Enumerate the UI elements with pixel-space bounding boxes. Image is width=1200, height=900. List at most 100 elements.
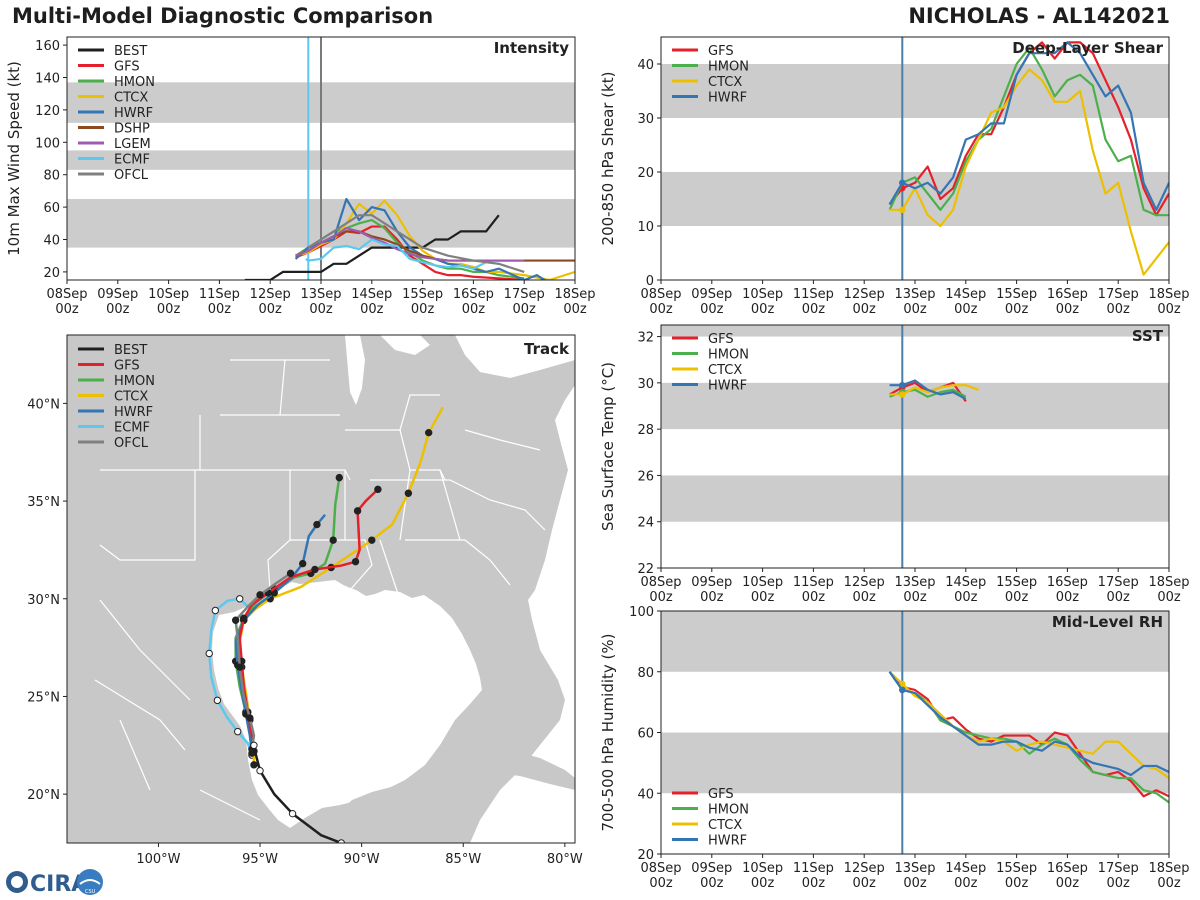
rh-band [661, 611, 1169, 672]
track-ytick-label: 30°N [27, 593, 60, 608]
rh-xtick-hour: 00z [954, 876, 978, 891]
rh-ylabel: 700-500 hPa Humidity (%) [599, 633, 617, 831]
sst-band [661, 475, 1169, 522]
rh-ytick-label: 20 [637, 848, 654, 863]
intensity-legend-label: BEST [114, 44, 147, 59]
sst-legend-label: GFS [708, 332, 734, 347]
gulf-of-mexico-water [212, 580, 482, 828]
track-position-marker [240, 614, 248, 623]
intensity-series-ecmf [305, 238, 499, 270]
intensity-ytick-label: 80 [43, 169, 60, 184]
intensity-xtick-day: 16Sep [453, 287, 494, 302]
track-xtick-label: 90°W [344, 852, 380, 867]
shear-series-group [888, 37, 1169, 280]
sst-xtick-day: 11Sep [793, 575, 834, 590]
sst-xtick-day: 14Sep [945, 575, 986, 590]
rh-legend-label: CTCX [708, 818, 742, 833]
sst-xtick-hour: 00z [700, 590, 724, 605]
sst-xtick-day: 17Sep [1098, 575, 1139, 590]
intensity-xtick-hour: 00z [106, 302, 130, 317]
track-position-marker [205, 649, 213, 658]
track-xtick-label: 95°W [242, 852, 278, 867]
rh-series-ctcx [888, 670, 1169, 779]
intensity-xtick-day: 11Sep [199, 287, 240, 302]
shear-xtick-day: 12Sep [844, 287, 885, 302]
track-series-best [252, 745, 342, 843]
intensity-series-ofcl [307, 214, 525, 273]
intensity-xtick-hour: 00z [55, 302, 79, 317]
shear-ytick-label: 10 [637, 220, 654, 235]
intensity-legend-label: HMON [114, 75, 155, 90]
track-position-marker [353, 507, 362, 515]
sst-xtick-day: 12Sep [844, 575, 885, 590]
intensity-legend-label: DSHP [114, 122, 150, 137]
track-legend-label: HWRF [114, 405, 153, 420]
intensity-xtick-day: 17Sep [504, 287, 545, 302]
track-position-marker [236, 595, 244, 603]
rh-xtick-day: 16Sep [1047, 861, 1088, 876]
intensity-xtick-hour: 00z [309, 302, 333, 317]
rh-xtick-hour: 00z [903, 876, 927, 891]
rh-frame [660, 610, 1170, 855]
shear-series-ctcx [889, 68, 1169, 276]
rh-xtick-hour: 00z [1005, 876, 1029, 891]
sst-xtick-hour: 00z [1157, 590, 1181, 605]
atlantic-ocean-water [470, 335, 575, 843]
sst-plot-area [661, 325, 1169, 568]
shear-title: Deep-Layer Shear [1012, 39, 1163, 57]
track-ytick-label: 35°N [27, 495, 60, 510]
shear-xtick-day: 13Sep [894, 287, 935, 302]
intensity-xtick-hour: 00z [157, 302, 181, 317]
intensity-xtick-hour: 00z [360, 302, 384, 317]
rh-xtick-hour: 00z [1107, 876, 1131, 891]
intensity-xtick-day: 13Sep [300, 287, 341, 302]
rh-xtick-day: 09Sep [691, 861, 732, 876]
rh-xtick-hour: 00z [649, 876, 673, 891]
rh-analysis-point [899, 680, 906, 688]
track-position-marker [250, 741, 258, 750]
rh-series-hwrf [888, 671, 1169, 777]
rh-xtick-hour: 00z [1056, 876, 1080, 891]
intensity-legend-label: LGEM [114, 137, 151, 152]
shear-analysis-point [899, 206, 906, 213]
shear-ytick-label: 30 [637, 112, 654, 127]
rh-xtick-day: 17Sep [1098, 861, 1139, 876]
sst-xtick-hour: 00z [954, 590, 978, 605]
logo-subtext: CSU [85, 889, 96, 895]
rh-title: Mid-Level RH [1052, 613, 1163, 631]
intensity-ytick-label: 140 [35, 72, 60, 87]
track-panel: 100°W 95°W 90°W 85°W 80°W 20°N 25°N 30°N 35°N 40°… [27, 334, 583, 867]
track-position-marker [256, 591, 264, 599]
intensity-ytick-label: 160 [35, 39, 60, 54]
shear-xtick-hour: 00z [802, 302, 826, 317]
track-xtick-label: 85°W [445, 852, 481, 867]
shear-xtick-hour: 00z [903, 302, 927, 317]
shear-analysis-point [899, 179, 906, 186]
intensity-ytick-label: 60 [43, 201, 60, 216]
intensity-series-group [244, 37, 575, 280]
storm-title: NICHOLAS - AL142021 [908, 4, 1170, 28]
track-frame [66, 334, 576, 844]
rh-ytick-label: 80 [637, 666, 654, 681]
sst-band [661, 325, 1169, 337]
sst-xtick-hour: 00z [802, 590, 826, 605]
rh-legend-label: HWRF [708, 834, 747, 849]
track-position-marker [374, 485, 382, 494]
intensity-ylabel: 10m Max Wind Speed (kt) [5, 61, 23, 256]
track-position-marker [368, 536, 376, 544]
intensity-xtick-day: 08Sep [46, 287, 87, 302]
intensity-ytick-label: 100 [35, 136, 60, 151]
rh-xtick-day: 10Sep [742, 861, 783, 876]
shear-band [661, 172, 1169, 226]
intensity-ytick-label: 20 [43, 266, 60, 281]
shear-xtick-hour: 00z [751, 302, 775, 317]
csu-globe-icon [77, 869, 103, 895]
shear-xtick-day: 14Sep [945, 287, 986, 302]
track-legend-label: HMON [114, 374, 155, 389]
shear-frame [660, 36, 1170, 281]
sst-ytick-label: 28 [637, 423, 654, 438]
track-position-marker [299, 559, 307, 568]
track-position-marker [231, 616, 240, 624]
sst-legend-label: CTCX [708, 363, 742, 378]
